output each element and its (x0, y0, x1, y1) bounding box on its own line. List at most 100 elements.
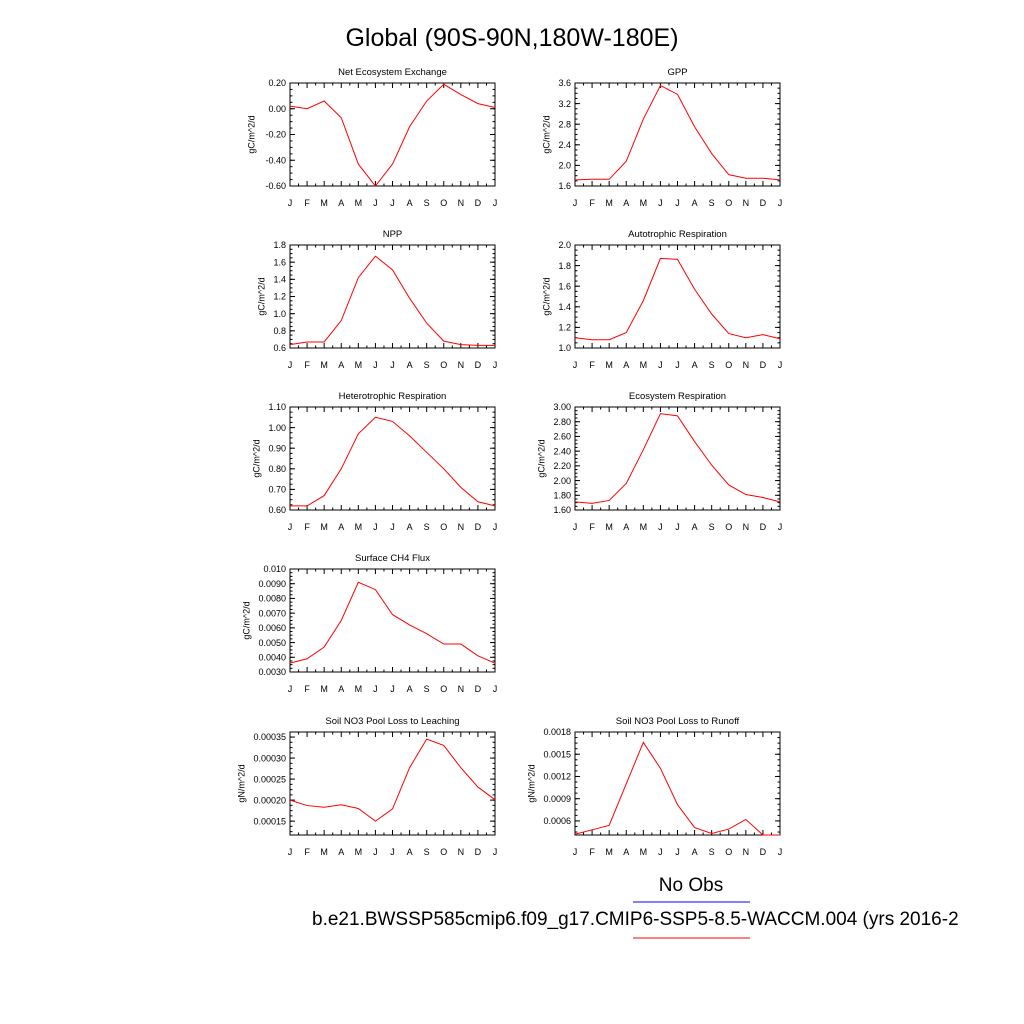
y-axis-label: gN/m^2/d (236, 764, 246, 802)
x-tick-label: M (355, 847, 363, 857)
panel-title: GPP (667, 67, 687, 78)
x-tick-label: F (589, 522, 595, 532)
x-tick-label: N (743, 360, 750, 370)
y-tick-label: -0.40 (265, 155, 286, 165)
x-tick-label: J (778, 198, 783, 208)
x-tick-label: D (760, 522, 767, 532)
x-tick-label: M (320, 198, 328, 208)
x-tick-label: A (692, 847, 698, 857)
x-tick-label: A (623, 847, 629, 857)
x-tick-label: F (304, 522, 310, 532)
x-tick-label: J (493, 522, 498, 532)
x-tick-label: F (589, 847, 595, 857)
y-tick-label: 1.0 (273, 309, 286, 319)
x-tick-label: O (440, 684, 447, 694)
series-line (289, 738, 496, 822)
series-line (574, 84, 781, 181)
x-tick-label: A (692, 198, 698, 208)
x-tick-label: M (640, 198, 648, 208)
x-tick-label: J (288, 198, 293, 208)
y-tick-label: 1.10 (268, 402, 286, 412)
series-line (290, 416, 496, 507)
x-tick-label: S (709, 847, 715, 857)
x-tick-label: M (605, 847, 613, 857)
y-tick-label: 3.6 (558, 78, 571, 88)
x-tick-label: J (373, 684, 378, 694)
x-tick-label: J (493, 198, 498, 208)
panel-title: Ecosystem Respiration (629, 391, 726, 402)
x-tick-label: J (658, 847, 663, 857)
y-axis-label: gC/m^2/d (247, 115, 257, 153)
x-tick-label: M (605, 522, 613, 532)
plot-frame (574, 731, 781, 836)
x-tick-label: J (288, 360, 293, 370)
y-axis-label: gN/m^2/d (526, 764, 536, 802)
y-tick-label: 1.60 (553, 505, 571, 515)
x-tick-label: J (373, 522, 378, 532)
x-tick-label: J (573, 522, 578, 532)
y-tick-label: 2.60 (553, 432, 571, 442)
y-tick-label: 0.0040 (258, 652, 286, 662)
x-tick-label: S (424, 360, 430, 370)
x-tick-label: N (743, 522, 750, 532)
series-line (289, 83, 496, 187)
y-axis-label: gC/m^2/d (252, 439, 262, 477)
y-axis-label: gC/m^2/d (542, 115, 552, 153)
x-tick-label: J (390, 847, 395, 857)
x-tick-label: D (760, 360, 767, 370)
x-tick-label: O (725, 198, 732, 208)
series-line (289, 255, 495, 346)
x-tick-label: N (743, 847, 750, 857)
x-tick-label: F (304, 360, 310, 370)
y-tick-label: 1.0 (558, 343, 571, 353)
y-tick-label: 1.6 (558, 181, 571, 191)
y-tick-label: 0.00025 (253, 774, 286, 784)
x-tick-label: A (407, 847, 413, 857)
x-tick-label: J (390, 360, 395, 370)
x-tick-label: S (424, 684, 430, 694)
x-tick-label: S (709, 198, 715, 208)
x-tick-label: O (725, 360, 732, 370)
y-tick-label: 0.90 (268, 443, 286, 453)
x-tick-label: M (640, 360, 648, 370)
y-tick-label: 1.6 (273, 257, 286, 267)
x-tick-label: M (640, 522, 648, 532)
x-tick-label: F (589, 360, 595, 370)
x-tick-label: O (440, 847, 447, 857)
y-tick-label: 0.70 (268, 485, 286, 495)
y-tick-label: 0.8 (273, 326, 286, 336)
x-tick-label: J (778, 847, 783, 857)
x-tick-label: A (338, 198, 344, 208)
panel-title: Heterotrophic Respiration (339, 391, 447, 402)
panel-title: Soil NO3 Pool Loss to Leaching (325, 716, 459, 727)
y-tick-label: 0.6 (273, 343, 286, 353)
panel-title: Autotrophic Respiration (628, 229, 727, 240)
y-tick-label: 2.00 (553, 476, 571, 486)
x-tick-label: D (475, 198, 482, 208)
y-tick-label: 1.4 (273, 275, 286, 285)
x-tick-label: J (573, 847, 578, 857)
x-tick-label: D (475, 847, 482, 857)
y-tick-label: 1.80 (553, 490, 571, 500)
x-tick-label: J (573, 198, 578, 208)
x-tick-label: A (338, 360, 344, 370)
x-tick-label: A (407, 198, 413, 208)
y-tick-label: 0.20 (268, 78, 286, 88)
x-tick-label: M (355, 360, 363, 370)
plot-frame (289, 731, 496, 836)
y-tick-label: 0.0015 (543, 749, 571, 759)
y-tick-label: -0.60 (265, 181, 286, 191)
x-tick-label: D (475, 684, 482, 694)
y-tick-label: 1.4 (558, 302, 571, 312)
x-tick-label: N (458, 360, 465, 370)
x-tick-label: N (458, 684, 465, 694)
y-tick-label: 1.2 (273, 292, 286, 302)
x-tick-label: M (320, 522, 328, 532)
plot-frame (289, 82, 496, 187)
y-tick-label: 1.8 (558, 261, 571, 271)
y-tick-label: 0.010 (263, 564, 286, 574)
y-tick-label: 2.20 (553, 461, 571, 471)
y-tick-label: 0.00015 (253, 816, 286, 826)
